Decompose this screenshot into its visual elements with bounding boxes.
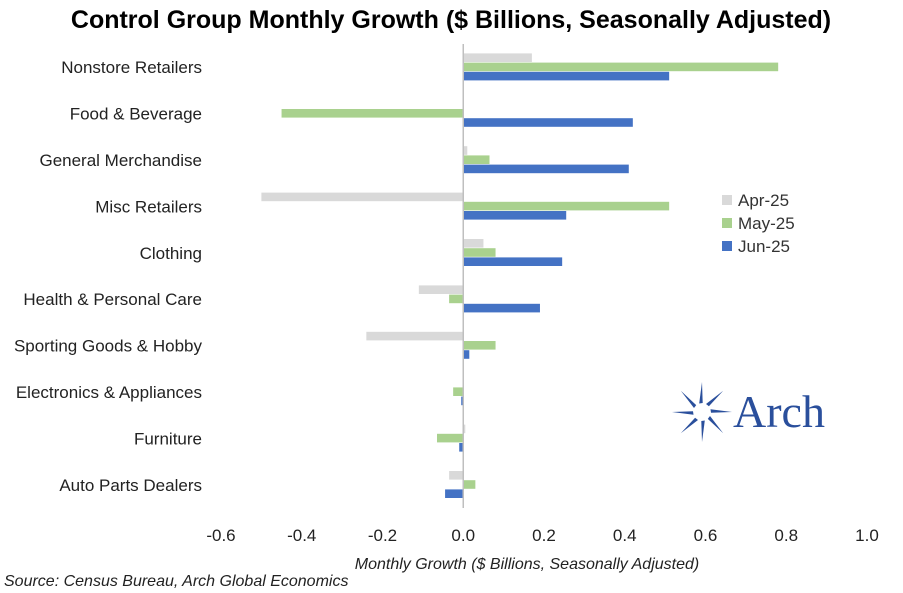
arch-logo: Arch bbox=[672, 382, 825, 442]
bar-jun-25 bbox=[463, 118, 633, 127]
bar-jun-25 bbox=[463, 350, 470, 359]
logo-star-point bbox=[699, 382, 703, 404]
legend: Apr-25 May-25 Jun-25 bbox=[722, 191, 795, 256]
bar-jun-25 bbox=[463, 303, 540, 313]
bar-may-25 bbox=[463, 248, 496, 257]
legend-swatch bbox=[722, 218, 732, 228]
bar-may-25 bbox=[453, 387, 464, 396]
arch-star-icon bbox=[672, 382, 732, 442]
logo-star-point bbox=[672, 411, 694, 415]
bar-apr-25 bbox=[463, 424, 466, 434]
bar-jun-25 bbox=[461, 396, 464, 406]
logo-star-point bbox=[680, 417, 698, 434]
category-label: Health & Personal Care bbox=[23, 290, 202, 309]
bar-may-25 bbox=[463, 62, 779, 72]
category-label: Food & Beverage bbox=[70, 105, 202, 124]
x-axis-label: Monthly Growth ($ Billions, Seasonally A… bbox=[355, 556, 699, 573]
logo-star-point bbox=[701, 420, 705, 442]
legend-entry: Jun-25 bbox=[738, 237, 790, 256]
x-tick-label: -0.4 bbox=[287, 526, 316, 545]
bar-apr-25 bbox=[449, 471, 464, 480]
x-tick-label: 0.4 bbox=[613, 526, 637, 545]
category-label: Electronics & Appliances bbox=[16, 383, 202, 402]
bar-apr-25 bbox=[366, 331, 464, 341]
plot-area bbox=[261, 44, 779, 508]
source-note: Source: Census Bureau, Arch Global Econo… bbox=[4, 573, 348, 590]
x-tick-label: 0.0 bbox=[451, 526, 475, 545]
bar-jun-25 bbox=[459, 443, 464, 452]
bar-may-25 bbox=[463, 480, 476, 489]
legend-swatch bbox=[722, 195, 732, 205]
category-label: Auto Parts Dealers bbox=[59, 476, 202, 495]
chart-title: Control Group Monthly Growth ($ Billions… bbox=[71, 6, 831, 34]
logo-star-point bbox=[707, 416, 724, 434]
logo-star-point bbox=[710, 409, 732, 413]
bar-jun-25 bbox=[463, 71, 670, 81]
bar-may-25 bbox=[463, 341, 496, 350]
x-tick-label: -0.2 bbox=[368, 526, 397, 545]
bar-jun-25 bbox=[463, 164, 629, 174]
bar-may-25 bbox=[463, 201, 670, 211]
bar-apr-25 bbox=[418, 285, 464, 294]
x-tick-label: 0.2 bbox=[532, 526, 556, 545]
logo-text: Arch bbox=[733, 386, 825, 437]
bar-jun-25 bbox=[463, 211, 567, 220]
bar-may-25 bbox=[437, 433, 464, 443]
logo-star-point bbox=[706, 390, 724, 407]
x-tick-label: 0.6 bbox=[694, 526, 718, 545]
category-label: Misc Retailers bbox=[95, 197, 202, 216]
category-labels: Nonstore Retailers Food & Beverage General… bbox=[14, 58, 203, 495]
bar-jun-25 bbox=[445, 489, 464, 498]
x-tick-label: 1.0 bbox=[855, 526, 879, 545]
category-label: Nonstore Retailers bbox=[61, 58, 202, 77]
x-tick-label: -0.6 bbox=[206, 526, 235, 545]
legend-swatch bbox=[722, 241, 732, 251]
bar-jun-25 bbox=[463, 257, 563, 266]
category-label: Sporting Goods & Hobby bbox=[14, 337, 203, 356]
bar-may-25 bbox=[281, 109, 464, 118]
bar-apr-25 bbox=[463, 146, 468, 155]
logo-star-point bbox=[680, 390, 697, 408]
x-tick-labels: -0.6 -0.4 -0.2 0.0 0.2 0.4 0.6 0.8 1.0 bbox=[206, 526, 878, 545]
bar-may-25 bbox=[463, 155, 490, 164]
legend-entry: Apr-25 bbox=[738, 191, 789, 210]
category-label: Clothing bbox=[140, 244, 202, 263]
legend-entry: May-25 bbox=[738, 214, 795, 233]
bar-apr-25 bbox=[261, 192, 464, 202]
bar-apr-25 bbox=[463, 239, 484, 248]
x-tick-label: 0.8 bbox=[774, 526, 798, 545]
bar-apr-25 bbox=[463, 53, 532, 62]
category-label: Furniture bbox=[134, 429, 202, 448]
category-label: General Merchandise bbox=[39, 151, 202, 170]
bar-may-25 bbox=[449, 294, 464, 304]
